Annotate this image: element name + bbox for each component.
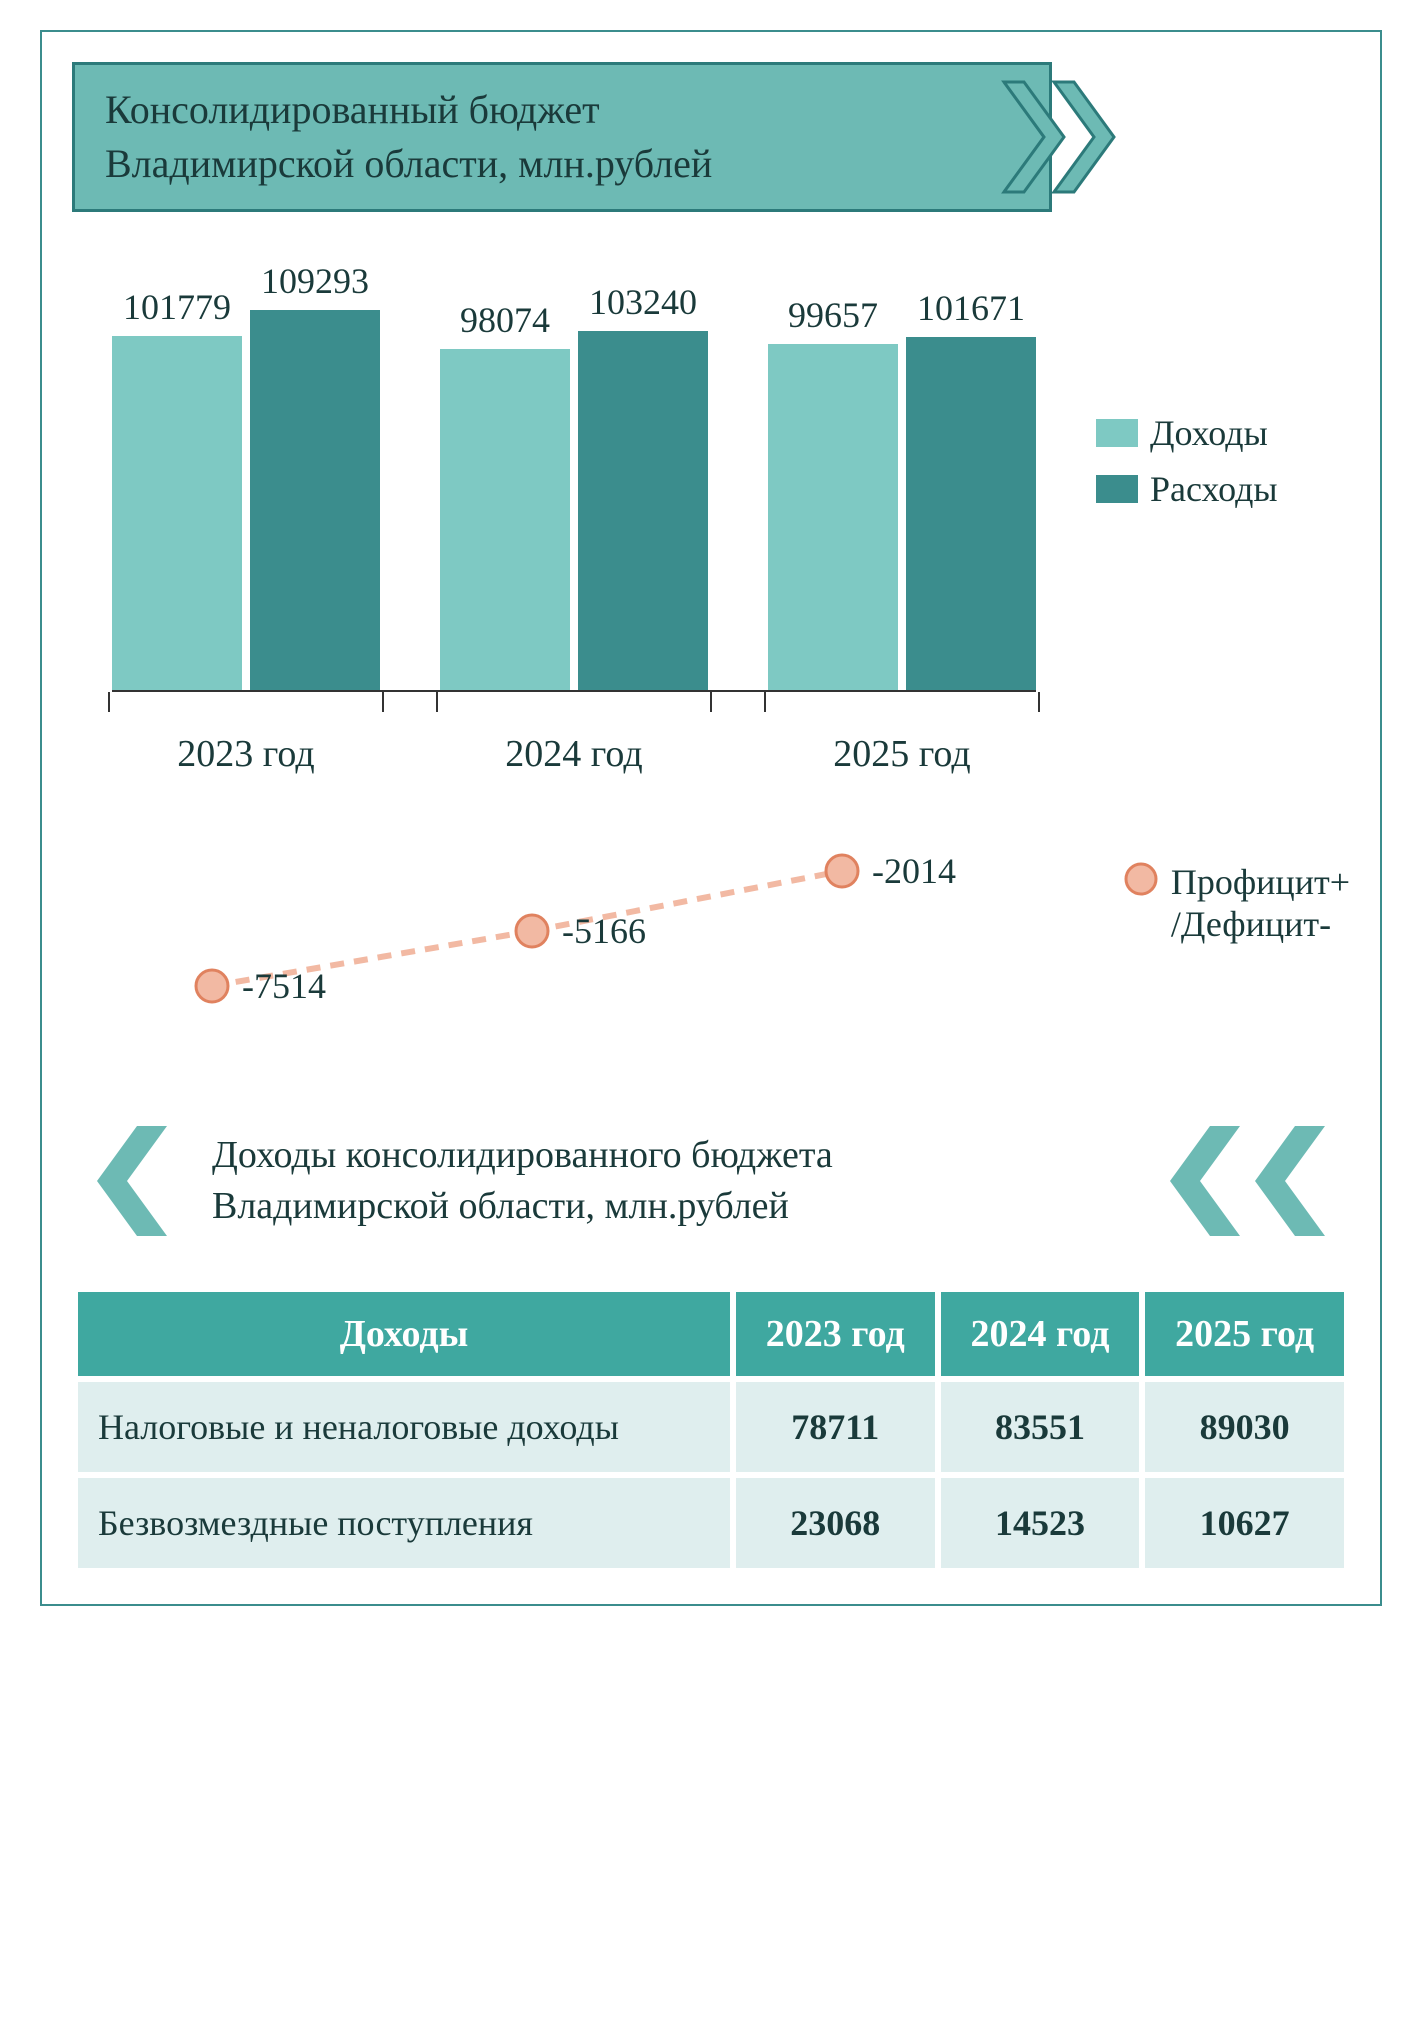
bar: 109293 — [250, 310, 380, 690]
data-point-label: -5166 — [562, 911, 646, 951]
subheader-area: Доходы консолидированного бюджета Владим… — [72, 1116, 1350, 1246]
year-label: 2023 год — [112, 732, 380, 776]
value-cell: 14523 — [941, 1478, 1140, 1568]
value-cell: 83551 — [941, 1382, 1140, 1472]
table-row: Безвозмездные поступления230681452310627 — [78, 1478, 1344, 1568]
bar-value-label: 101671 — [906, 287, 1036, 329]
infographic-frame: Консолидированный бюджет Владимирской об… — [40, 30, 1382, 1606]
bars-container: 1017791092939807410324099657101671 — [112, 272, 1036, 692]
legend-swatch — [1096, 419, 1138, 447]
bar: 101779 — [112, 336, 242, 690]
bar: 101671 — [906, 337, 1036, 690]
bar-chart-area: 1017791092939807410324099657101671 2023 … — [72, 272, 1350, 776]
header-box: Консолидированный бюджет Владимирской об… — [72, 62, 1052, 212]
table-header-cell: Доходы — [78, 1292, 730, 1376]
deficit-line-chart: -7514 -5166 -2014 — [112, 836, 1012, 1036]
subheader-text: Доходы консолидированного бюджета Владим… — [182, 1130, 1150, 1233]
table-row: Налоговые и неналоговые доходы7871183551… — [78, 1382, 1344, 1472]
row-label-cell: Безвозмездные поступления — [78, 1478, 730, 1568]
line-legend-label: Профицит+ /Дефицит- — [1171, 861, 1350, 945]
value-cell: 89030 — [1145, 1382, 1344, 1472]
row-label-cell: Налоговые и неналоговые доходы — [78, 1382, 730, 1472]
value-cell: 23068 — [736, 1478, 935, 1568]
data-point-label: -7514 — [242, 966, 326, 1006]
year-label: 2025 год — [768, 732, 1036, 776]
income-table: Доходы2023 год2024 год2025 год Налоговые… — [72, 1286, 1350, 1574]
line-legend-marker-icon — [1123, 861, 1159, 897]
table-header-cell: 2023 год — [736, 1292, 935, 1376]
chevron-right-icon — [999, 72, 1139, 202]
year-group: 98074103240 — [440, 331, 708, 690]
bar-value-label: 99657 — [768, 294, 898, 336]
year-label: 2024 год — [440, 732, 708, 776]
bar-value-label: 101779 — [112, 286, 242, 328]
legend-item: Расходы — [1096, 468, 1278, 510]
table-header-cell: 2024 год — [941, 1292, 1140, 1376]
bar-value-label: 109293 — [250, 260, 380, 302]
table-header-row: Доходы2023 год2024 год2025 год — [78, 1292, 1344, 1376]
chevron-left-double-icon — [1150, 1116, 1350, 1246]
year-group: 101779109293 — [112, 310, 380, 690]
line-chart-area: -7514 -5166 -2014 Профицит+ /Дефицит- — [72, 836, 1350, 1036]
bar: 99657 — [768, 344, 898, 690]
year-group: 99657101671 — [768, 337, 1036, 690]
data-point-marker — [516, 915, 548, 947]
data-point-marker — [196, 970, 228, 1002]
header-banner: Консолидированный бюджет Владимирской об… — [72, 62, 1350, 212]
chevron-left-icon — [72, 1116, 182, 1246]
value-cell: 10627 — [1145, 1478, 1344, 1568]
header-title: Консолидированный бюджет Владимирской об… — [105, 83, 1019, 191]
bars-and-labels: 1017791092939807410324099657101671 2023 … — [112, 272, 1036, 776]
legend-swatch — [1096, 475, 1138, 503]
bar-legend: Доходы Расходы — [1096, 412, 1278, 524]
bar-value-label: 98074 — [440, 299, 570, 341]
legend-label: Расходы — [1150, 468, 1278, 510]
value-cell: 78711 — [736, 1382, 935, 1472]
data-point-marker — [826, 855, 858, 887]
legend-item: Доходы — [1096, 412, 1278, 454]
line-legend: Профицит+ /Дефицит- — [1123, 861, 1350, 945]
data-point-label: -2014 — [872, 851, 956, 891]
table-body: Налоговые и неналоговые доходы7871183551… — [78, 1382, 1344, 1568]
year-labels-row: 2023 год 2024 год 2025 год — [112, 692, 1036, 776]
bar-value-label: 103240 — [578, 281, 708, 323]
table-header-cell: 2025 год — [1145, 1292, 1344, 1376]
bar: 103240 — [578, 331, 708, 690]
legend-label: Доходы — [1150, 412, 1268, 454]
bar: 98074 — [440, 349, 570, 690]
